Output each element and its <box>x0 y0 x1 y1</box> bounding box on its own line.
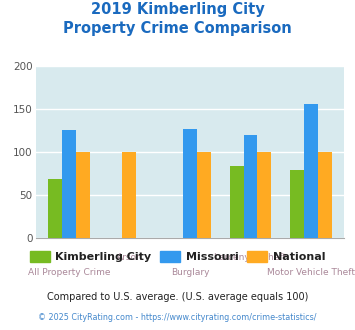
Bar <box>230 166 244 238</box>
Bar <box>122 152 136 238</box>
Bar <box>304 104 318 238</box>
Text: Burglary: Burglary <box>171 269 209 278</box>
Text: Compared to U.S. average. (U.S. average equals 100): Compared to U.S. average. (U.S. average … <box>47 292 308 302</box>
Legend: Kimberling City, Missouri, National: Kimberling City, Missouri, National <box>25 247 330 267</box>
Text: © 2025 CityRating.com - https://www.cityrating.com/crime-statistics/: © 2025 CityRating.com - https://www.city… <box>38 314 317 322</box>
Bar <box>48 179 62 238</box>
Bar <box>244 135 257 238</box>
Bar <box>76 152 90 238</box>
Text: Property Crime Comparison: Property Crime Comparison <box>63 21 292 36</box>
Text: All Property Crime: All Property Crime <box>28 269 110 278</box>
Text: Larceny & Theft: Larceny & Theft <box>214 253 286 262</box>
Text: 2019 Kimberling City: 2019 Kimberling City <box>91 2 264 16</box>
Bar <box>62 130 76 238</box>
Bar <box>183 129 197 238</box>
Bar <box>257 152 271 238</box>
Bar <box>290 170 304 238</box>
Bar <box>197 152 211 238</box>
Text: Arson: Arson <box>116 253 142 262</box>
Bar <box>318 152 332 238</box>
Text: Motor Vehicle Theft: Motor Vehicle Theft <box>267 269 355 278</box>
